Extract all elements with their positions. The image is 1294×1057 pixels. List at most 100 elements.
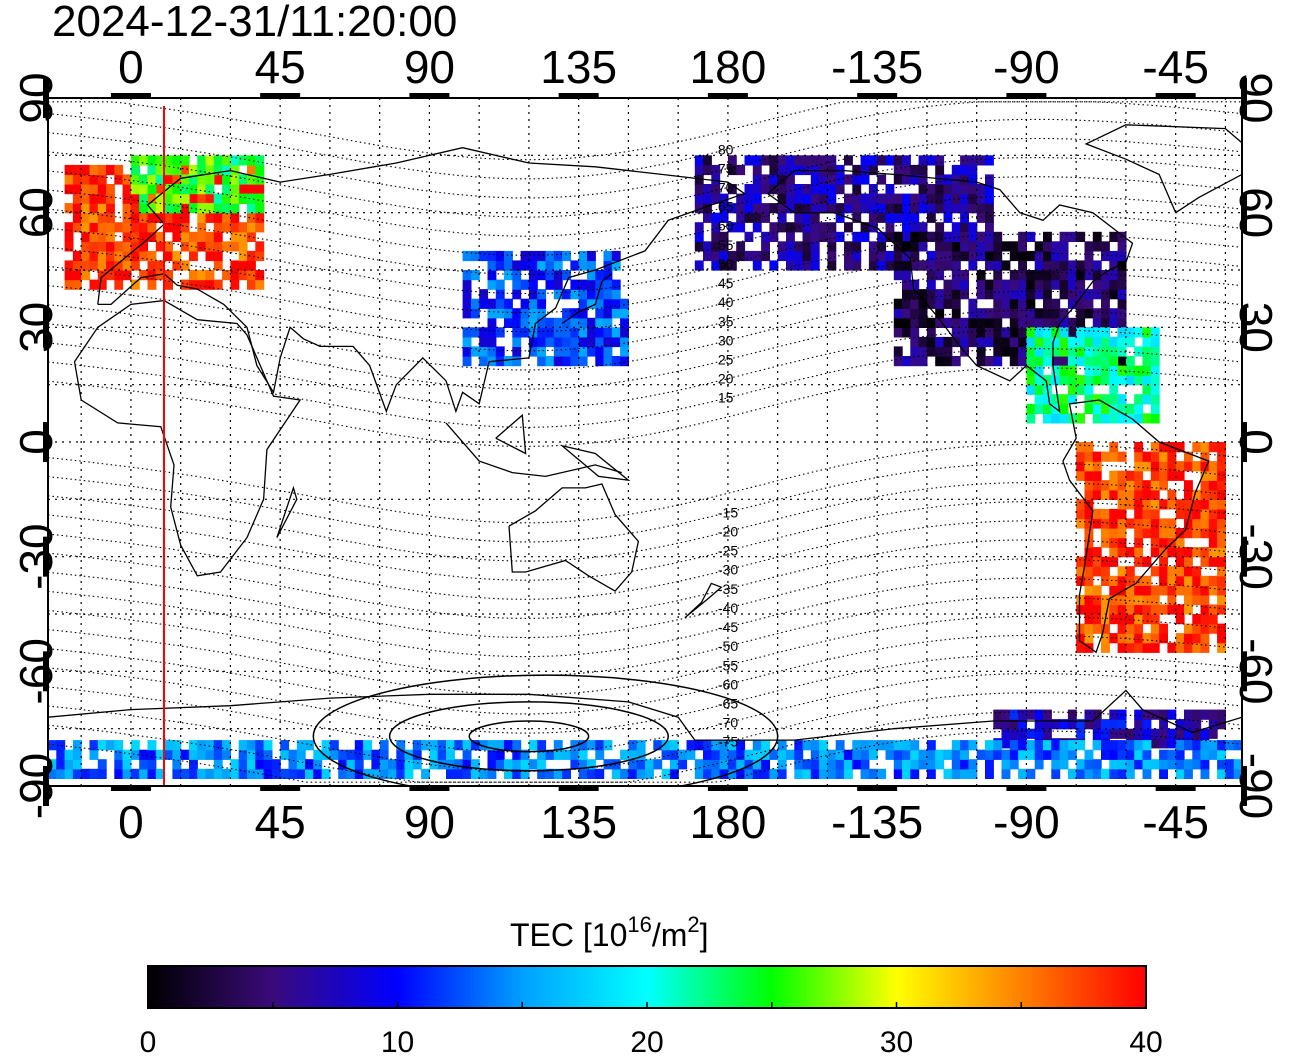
tec-cell xyxy=(562,336,571,348)
frame-tick xyxy=(1241,766,1247,806)
tec-cell xyxy=(296,768,306,779)
tec-cell xyxy=(238,768,248,779)
tec-cell xyxy=(1175,537,1185,548)
tec-cell xyxy=(628,740,638,751)
tec-cell xyxy=(1092,547,1102,558)
tec-cell xyxy=(968,164,978,176)
tec-cell xyxy=(1117,585,1127,596)
tec-cell xyxy=(910,346,920,357)
tec-cell xyxy=(1217,633,1226,644)
tec-cell xyxy=(960,759,969,770)
tec-cell xyxy=(1117,642,1127,653)
tec-cell xyxy=(827,203,837,214)
tec-cell xyxy=(1001,768,1011,779)
right-latitude-label: -60 xyxy=(1230,638,1282,704)
frame-tick xyxy=(43,651,49,692)
tec-cell xyxy=(81,768,91,779)
tec-cell xyxy=(810,749,820,760)
tec-cell xyxy=(1192,442,1202,453)
tec-cell xyxy=(711,222,721,233)
tec-cell xyxy=(1142,489,1152,500)
tec-cell xyxy=(1142,728,1152,739)
tec-cell xyxy=(64,184,74,195)
tec-cell xyxy=(462,270,472,281)
coastline xyxy=(684,582,723,619)
tec-cell xyxy=(495,250,505,262)
tec-cell xyxy=(1134,604,1144,615)
tec-cell xyxy=(777,212,787,223)
tec-cell xyxy=(885,260,895,271)
tec-cell xyxy=(968,155,978,166)
tec-cell xyxy=(479,250,489,262)
tec-cell xyxy=(1018,250,1027,262)
tec-cell xyxy=(487,260,497,271)
tec-cell xyxy=(1059,336,1069,348)
tec-cell xyxy=(1026,279,1036,290)
tec-cell xyxy=(669,759,679,770)
tec-cell xyxy=(587,327,596,338)
tec-cell xyxy=(1134,633,1144,644)
tec-cell xyxy=(1109,394,1119,405)
tec-cell xyxy=(1076,768,1086,779)
tec-cell xyxy=(736,250,746,262)
tec-cell xyxy=(810,203,820,214)
tec-cell xyxy=(1142,508,1152,520)
tec-cell xyxy=(147,759,157,770)
tec-cell xyxy=(495,749,505,760)
left-latitude-label: 90 xyxy=(10,72,62,123)
tec-cell xyxy=(470,250,480,262)
tec-cell xyxy=(1034,317,1044,328)
tec-cell xyxy=(910,298,920,309)
tec-cell xyxy=(305,759,314,770)
tec-cell xyxy=(139,203,149,214)
tec-cell xyxy=(1200,518,1210,529)
tec-cell xyxy=(744,231,754,242)
tec-cell xyxy=(1043,394,1052,405)
tec-cell xyxy=(97,193,107,204)
tec-cell xyxy=(64,279,74,290)
tec-cell xyxy=(1076,327,1086,338)
tec-cell xyxy=(694,164,704,176)
tec-cell xyxy=(147,155,157,166)
tec-cell xyxy=(902,203,911,214)
tec-cell xyxy=(155,174,165,185)
tec-cell xyxy=(72,740,82,751)
tec-cell xyxy=(1217,508,1226,520)
tec-cell xyxy=(155,203,165,214)
tec-cell xyxy=(81,164,91,176)
tec-cell xyxy=(130,231,140,242)
tec-cell xyxy=(1167,759,1177,770)
tec-cell xyxy=(777,768,787,779)
tec-cell xyxy=(1150,633,1160,644)
tec-cell xyxy=(860,222,870,233)
tec-cell xyxy=(1076,566,1086,577)
tec-cell xyxy=(777,740,787,751)
tec-cell xyxy=(487,740,497,751)
tec-cell xyxy=(1067,740,1077,751)
tec-cell xyxy=(1117,394,1127,405)
tec-cell xyxy=(976,346,986,357)
tec-cell xyxy=(1067,270,1077,281)
tec-cell xyxy=(1101,365,1110,376)
tec-cell xyxy=(1076,470,1086,481)
tec-cell xyxy=(1101,719,1110,730)
tec-cell xyxy=(1134,642,1144,653)
tec-cell xyxy=(1109,442,1119,453)
tec-cell xyxy=(1125,633,1135,644)
tec-cell xyxy=(1059,308,1069,319)
tec-cell xyxy=(230,270,240,281)
tec-cell xyxy=(1200,461,1210,472)
tec-cell xyxy=(943,212,953,223)
tec-cell xyxy=(1184,623,1193,634)
tec-cell xyxy=(462,279,472,290)
tec-cell xyxy=(520,749,530,760)
tec-cell xyxy=(1117,749,1127,760)
tec-cell xyxy=(819,222,828,233)
magnetic-latitude-label: -60 xyxy=(718,676,738,692)
tec-cell xyxy=(1092,403,1102,414)
tec-cell xyxy=(512,317,522,328)
tec-cell xyxy=(1051,759,1061,770)
tec-cell xyxy=(1117,518,1127,529)
magnetic-latitude-label: -70 xyxy=(718,715,738,731)
tec-cell xyxy=(777,184,787,195)
